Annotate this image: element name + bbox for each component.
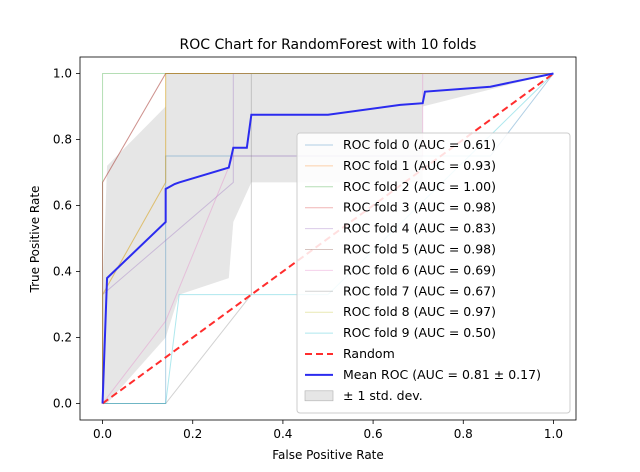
legend-fold-5-label: ROC fold 5 (AUC = 0.98) (343, 242, 496, 257)
y-tick-label: 0.8 (53, 133, 72, 147)
legend-mean-label: Mean ROC (AUC = 0.81 ± 0.17) (343, 367, 541, 382)
y-tick-label: 0.6 (53, 199, 72, 213)
legend-fold-4-entry: ROC fold 4 (AUC = 0.83) (305, 221, 496, 236)
legend-fold-2-label: ROC fold 2 (AUC = 1.00) (343, 179, 496, 194)
roc-fold-8-line (102, 73, 554, 404)
roc-fold-2-line (102, 73, 554, 404)
legend-std-band-entry: ± 1 std. dev. (304, 388, 423, 403)
legend-fold-3-entry: ROC fold 3 (AUC = 0.98) (305, 200, 496, 215)
legend-random-entry: Random (305, 346, 395, 361)
legend-mean-entry: Mean ROC (AUC = 0.81 ± 0.17) (305, 367, 541, 382)
y-tick-label: 1.0 (53, 67, 72, 81)
legend-fold-5-entry: ROC fold 5 (AUC = 0.98) (305, 242, 496, 257)
plot-frame (79, 56, 577, 421)
mean-roc-line (101, 72, 554, 404)
legend-fold-7-entry: ROC fold 7 (AUC = 0.67) (305, 283, 496, 298)
legend-fold-1-entry: ROC fold 1 (AUC = 0.93) (305, 158, 496, 173)
x-tick-label: 0.8 (454, 427, 473, 441)
legend: ROC fold 0 (AUC = 0.61) ROC fold 1 (AUC =… (296, 132, 571, 414)
x-tick-label: 1.0 (544, 427, 563, 441)
x-axis-label: False Positive Rate (272, 448, 384, 462)
legend-fold-7-label: ROC fold 7 (AUC = 0.67) (343, 283, 496, 298)
legend-fold-1-label: ROC fold 1 (AUC = 0.93) (343, 158, 496, 173)
y-tick-label: 0.0 (53, 397, 72, 411)
roc-fold-3-line (102, 73, 554, 404)
legend-fold-9-label: ROC fold 9 (AUC = 0.50) (343, 325, 496, 340)
legend-random-label: Random (343, 346, 395, 361)
axes: 0.0 0.2 0.4 0.6 0.8 1.0 0.0 0.2 0.4 0.6 0.8 1.0 (53, 56, 577, 441)
legend-fold-8-entry: ROC fold 8 (AUC = 0.97) (305, 304, 496, 319)
legend-std-band-label: ± 1 std. dev. (343, 388, 423, 403)
y-tick-label: 0.4 (53, 265, 72, 279)
legend-fold-4-label: ROC fold 4 (AUC = 0.83) (343, 221, 496, 236)
roc-fold-4-line (102, 73, 554, 404)
std-dev-band (102, 73, 554, 404)
legend-fold-6-entry: ROC fold 6 (AUC = 0.69) (305, 262, 496, 277)
legend-fold-9-entry: ROC fold 9 (AUC = 0.50) (305, 325, 496, 340)
y-tick-label: 0.2 (53, 331, 72, 345)
legend-fold-3-label: ROC fold 3 (AUC = 0.98) (343, 200, 496, 215)
legend-box (296, 132, 571, 414)
x-tick-label: 0.4 (273, 427, 292, 441)
legend-fold-6-label: ROC fold 6 (AUC = 0.69) (343, 262, 496, 277)
roc-fold-1-line (102, 73, 554, 404)
legend-fold-0-entry: ROC fold 0 (AUC = 0.61) (305, 137, 496, 152)
legend-fold-0-label: ROC fold 0 (AUC = 0.61) (343, 137, 496, 152)
legend-fold-8-label: ROC fold 8 (AUC = 0.97) (343, 304, 496, 319)
x-tick-label: 0.6 (364, 427, 383, 441)
x-tick-label: 0.0 (93, 427, 112, 441)
chart-title: ROC Chart for RandomForest with 10 folds (180, 37, 477, 53)
roc-fold-5-line (102, 73, 554, 404)
roc-fold-7-line (102, 73, 554, 404)
legend-std-band-swatch (304, 390, 334, 402)
y-axis-label: True Positive Rate (28, 186, 42, 294)
x-tick-label: 0.2 (183, 427, 202, 441)
legend-fold-2-entry: ROC fold 2 (AUC = 1.00) (305, 179, 496, 194)
